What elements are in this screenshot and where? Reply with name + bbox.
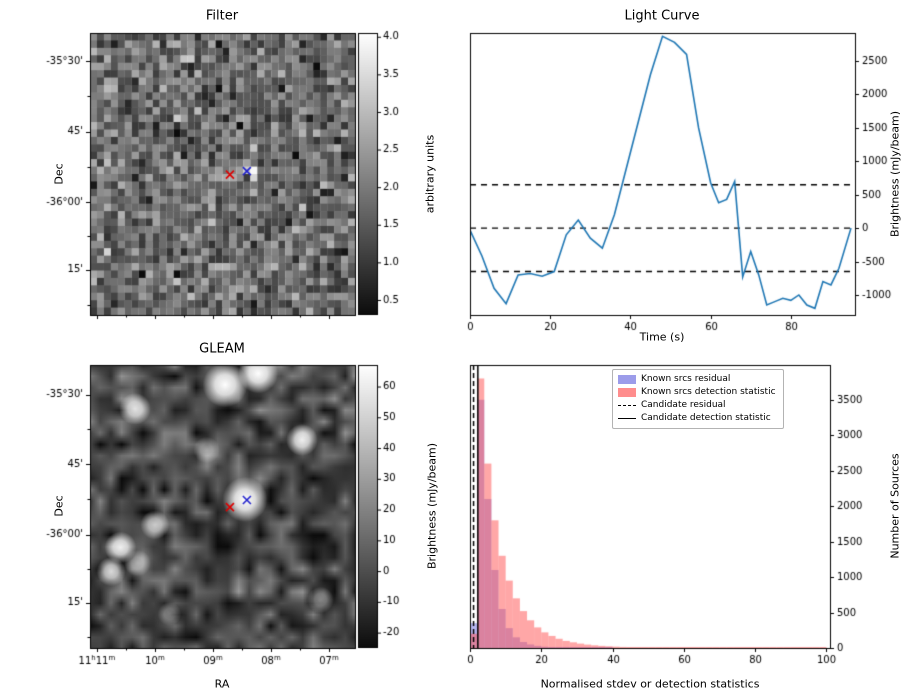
gleam-xlabel: RA [214, 677, 230, 691]
gleam-colorbar-label: Brightness (mJy/beam) [425, 442, 439, 570]
legend-entry-residual: Known srcs residual [618, 373, 776, 386]
gleam-ylabel: Dec [52, 495, 66, 517]
legend-label-candidate-residual: Candidate residual [641, 400, 726, 410]
light-curve-ylabel: Brightness (mJy/beam) [888, 110, 902, 238]
legend-swatch-detection [618, 388, 636, 397]
gleam-title: GLEAM [199, 341, 245, 357]
legend-label-residual: Known srcs residual [641, 374, 731, 384]
legend-entry-candidate-detection: Candidate detection statistic [618, 412, 776, 425]
legend-entry-detection: Known srcs detection statistic [618, 386, 776, 399]
filter-title: Filter [205, 8, 239, 24]
filter-ylabel: Dec [52, 163, 66, 185]
light-curve-title: Light Curve [624, 8, 700, 24]
legend-swatch-residual [618, 375, 636, 384]
light-curve-xlabel: Time (s) [639, 330, 685, 344]
filter-colorbar-label: arbitrary units [423, 134, 437, 214]
legend-label-candidate-detection: Candidate detection statistic [641, 413, 771, 423]
solid-line-icon [618, 418, 636, 419]
histogram-xlabel: Normalised stdev or detection statistics [540, 677, 760, 691]
histogram-legend: Known srcs residual Known srcs detection… [612, 369, 784, 429]
legend-label-detection: Known srcs detection statistic [641, 387, 776, 397]
legend-entry-candidate-residual: Candidate residual [618, 399, 776, 412]
dashed-line-icon [618, 405, 636, 406]
histogram-ylabel: Number of Sources [888, 453, 902, 559]
